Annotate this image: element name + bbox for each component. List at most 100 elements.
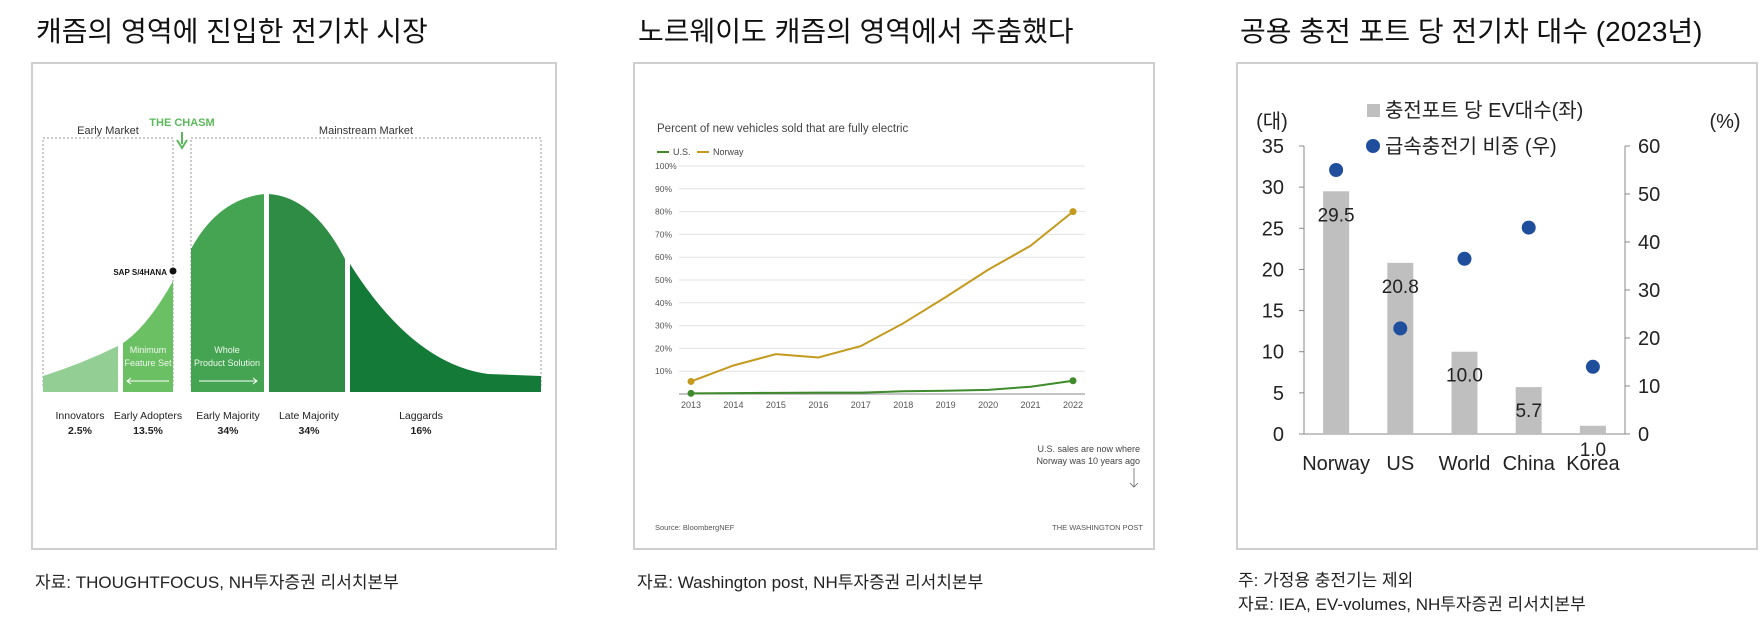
bar-data-label: 20.8 [1382, 277, 1419, 298]
whole-product-line2: Product Solution [194, 358, 260, 368]
x-category-label: World [1439, 453, 1491, 475]
legend-norway-label: Norway [713, 147, 744, 157]
dot-world [1457, 251, 1472, 266]
y-tick-label: 10% [655, 366, 672, 376]
early-adopters-segment [123, 281, 173, 392]
left-tick-label: 30 [1262, 177, 1284, 199]
bar-korea [1579, 425, 1606, 434]
left-tick-label: 5 [1273, 383, 1284, 405]
bar-us [1387, 262, 1414, 434]
y-tick-label: 20% [655, 343, 672, 353]
series-line-us [690, 379, 1074, 395]
bar-norway [1323, 191, 1350, 434]
right-axis-unit: (%) [1709, 111, 1740, 133]
line-annotation-line1: U.S. sales are now where [1037, 444, 1140, 454]
norway-source: 자료: Washington post, NH투자증권 리서치본부 [637, 573, 984, 592]
ports-note: 주: 가정용 충전기는 제외 [1238, 571, 1414, 590]
line-chart-source: Source: BloombergNEF [655, 523, 735, 532]
bar-data-label: 29.5 [1318, 205, 1355, 226]
early-adopters-value: 13.5% [133, 425, 163, 437]
x-tick-label: 2019 [936, 400, 956, 410]
left-tick-label: 10 [1262, 342, 1284, 364]
left-axis-unit: (대) [1256, 110, 1288, 133]
legend-us-label: U.S. [673, 147, 691, 157]
chasm-panel-title: 캐즘의 영역에 진입한 전기차 시장 [36, 16, 428, 47]
ev-share-line-chart: Percent of new vehicles sold that are fu… [655, 123, 1143, 532]
x-tick-label: 2014 [723, 400, 743, 410]
whole-product-line1: Whole [214, 345, 240, 355]
legend-dot-label: 급속충전기 비중 (우) [1385, 135, 1557, 158]
left-tick-label: 20 [1262, 259, 1284, 281]
legend-bar-swatch [1367, 104, 1380, 117]
right-arrow-icon [199, 377, 258, 385]
bar-china [1515, 387, 1542, 434]
x-tick-label: 2020 [978, 400, 998, 410]
chasm-chart: Early Market Mainstream Market THE CHASM… [42, 117, 542, 437]
x-tick-label: 2021 [1021, 400, 1041, 410]
right-tick-label: 10 [1638, 376, 1660, 398]
late-majority-value: 34% [298, 425, 320, 437]
left-arrow-icon [126, 377, 169, 385]
series-line-norway [690, 210, 1074, 383]
series-endpoint [687, 389, 695, 397]
y-tick-label: 60% [655, 252, 672, 262]
x-category-label: Norway [1302, 453, 1370, 475]
chasm-label: THE CHASM [149, 117, 214, 129]
norway-panel-title: 노르웨이도 캐즘의 영역에서 주춤했다 [638, 16, 1074, 47]
series-endpoint [1069, 208, 1077, 216]
x-tick-label: 2016 [808, 400, 828, 410]
y-tick-label: 50% [655, 275, 672, 285]
bar-world [1451, 351, 1478, 434]
norway-panel: Percent of new vehicles sold that are fu… [633, 62, 1155, 550]
series-endpoint [687, 377, 695, 385]
left-tick-label: 0 [1273, 424, 1284, 446]
early-adopters-label: Early Adopters [114, 410, 182, 422]
innovators-label: Innovators [55, 410, 104, 422]
early-majority-value: 34% [217, 425, 239, 437]
innovators-value: 2.5% [68, 425, 93, 437]
x-tick-label: 2017 [851, 400, 871, 410]
chasm-arrow-icon [176, 132, 188, 150]
x-tick-label: 2022 [1063, 400, 1083, 410]
left-tick-label: 25 [1262, 218, 1284, 240]
ports-source: 자료: IEA, EV-volumes, NH투자증권 리서치본부 [1238, 595, 1586, 614]
ports-panel: 충전포트 당 EV대수(좌) 급속충전기 비중 (우) (대) (%) 0 5 10… [1236, 62, 1758, 550]
ports-panel-title: 공용 충전 포트 당 전기차 대수 (2023년) [1240, 16, 1703, 47]
late-majority-segment [269, 194, 345, 392]
y-tick-label: 80% [655, 207, 672, 217]
right-tick-label: 40 [1638, 232, 1660, 254]
x-tick-label: 2013 [681, 400, 701, 410]
line-annotation-line2: Norway was 10 years ago [1036, 456, 1140, 466]
left-tick-label: 35 [1262, 136, 1284, 158]
innovators-segment [43, 346, 118, 392]
ports-bar-chart: 충전포트 당 EV대수(좌) 급속충전기 비중 (우) (대) (%) 0 5 10… [1256, 99, 1740, 475]
sap-marker-label: SAP S/4HANA [113, 268, 167, 277]
bar-data-label: 10.0 [1446, 366, 1483, 387]
line-chart-title: Percent of new vehicles sold that are fu… [657, 123, 908, 135]
y-tick-label: 90% [655, 184, 672, 194]
dot-us [1393, 321, 1408, 336]
dot-korea [1585, 359, 1600, 374]
early-market-label: Early Market [77, 125, 139, 137]
y-tick-label: 40% [655, 298, 672, 308]
bar-data-label: 1.0 [1580, 440, 1606, 461]
right-tick-label: 0 [1638, 424, 1649, 446]
right-tick-label: 20 [1638, 328, 1660, 350]
bar-data-label: 5.7 [1515, 401, 1541, 422]
x-category-label: Korea [1566, 453, 1620, 475]
x-tick-label: 2015 [766, 400, 786, 410]
chasm-source: 자료: THOUGHTFOCUS, NH투자증권 리서치본부 [35, 573, 399, 592]
right-tick-label: 50 [1638, 184, 1660, 206]
dot-china [1521, 220, 1536, 235]
x-category-label: China [1503, 453, 1556, 475]
y-tick-label: 70% [655, 229, 672, 239]
chasm-panel: Early Market Mainstream Market THE CHASM… [31, 62, 557, 550]
annotation-arrow-icon [1129, 468, 1139, 488]
legend-dot-swatch [1366, 139, 1380, 153]
early-majority-label: Early Majority [196, 410, 260, 422]
dot-norway [1329, 163, 1344, 177]
mainstream-market-label: Mainstream Market [319, 125, 413, 137]
laggards-value: 16% [410, 425, 432, 437]
right-tick-label: 30 [1638, 280, 1660, 302]
y-tick-label: 100% [655, 161, 677, 171]
